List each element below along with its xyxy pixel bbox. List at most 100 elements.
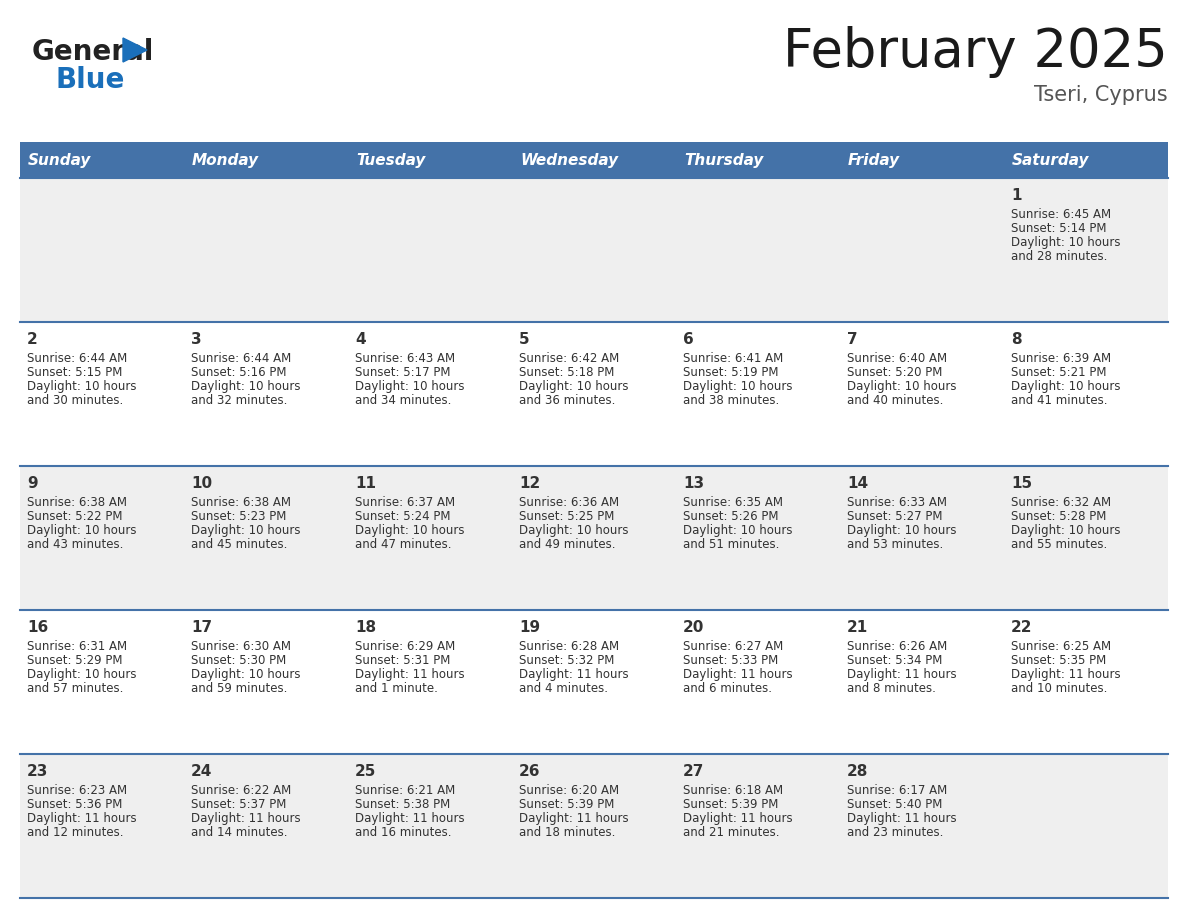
Text: Sunset: 5:14 PM: Sunset: 5:14 PM — [1011, 222, 1106, 235]
Text: Daylight: 10 hours: Daylight: 10 hours — [27, 524, 137, 537]
Text: and 43 minutes.: and 43 minutes. — [27, 538, 124, 551]
Text: and 4 minutes.: and 4 minutes. — [519, 682, 608, 695]
Text: Sunrise: 6:17 AM: Sunrise: 6:17 AM — [847, 784, 947, 797]
Text: and 45 minutes.: and 45 minutes. — [191, 538, 287, 551]
Text: Monday: Monday — [192, 152, 259, 167]
Text: and 16 minutes.: and 16 minutes. — [355, 826, 451, 839]
Text: Sunrise: 6:37 AM: Sunrise: 6:37 AM — [355, 496, 455, 509]
Text: Daylight: 10 hours: Daylight: 10 hours — [27, 668, 137, 681]
Text: Sunset: 5:34 PM: Sunset: 5:34 PM — [847, 654, 942, 667]
Text: Tseri, Cyprus: Tseri, Cyprus — [1035, 85, 1168, 105]
Text: 12: 12 — [519, 476, 541, 491]
Text: Sunset: 5:20 PM: Sunset: 5:20 PM — [847, 366, 942, 379]
Text: Sunday: Sunday — [29, 152, 91, 167]
Text: 26: 26 — [519, 764, 541, 779]
Text: Daylight: 11 hours: Daylight: 11 hours — [683, 812, 792, 825]
Text: Sunset: 5:22 PM: Sunset: 5:22 PM — [27, 510, 122, 523]
Text: Daylight: 10 hours: Daylight: 10 hours — [519, 380, 628, 393]
Text: Daylight: 10 hours: Daylight: 10 hours — [191, 668, 301, 681]
Text: General: General — [32, 38, 154, 66]
Text: Daylight: 10 hours: Daylight: 10 hours — [519, 524, 628, 537]
Bar — [20, 466, 1168, 610]
Text: Sunrise: 6:32 AM: Sunrise: 6:32 AM — [1011, 496, 1111, 509]
Text: 14: 14 — [847, 476, 868, 491]
Text: Sunset: 5:21 PM: Sunset: 5:21 PM — [1011, 366, 1106, 379]
Text: and 40 minutes.: and 40 minutes. — [847, 394, 943, 407]
Text: Sunrise: 6:27 AM: Sunrise: 6:27 AM — [683, 640, 783, 653]
Text: and 47 minutes.: and 47 minutes. — [355, 538, 451, 551]
Text: 3: 3 — [191, 332, 202, 347]
Text: Sunset: 5:38 PM: Sunset: 5:38 PM — [355, 798, 450, 811]
Text: Daylight: 10 hours: Daylight: 10 hours — [847, 380, 956, 393]
Text: Sunrise: 6:38 AM: Sunrise: 6:38 AM — [191, 496, 291, 509]
Text: Sunrise: 6:44 AM: Sunrise: 6:44 AM — [27, 352, 127, 365]
Text: Daylight: 11 hours: Daylight: 11 hours — [355, 668, 465, 681]
Polygon shape — [124, 38, 147, 62]
Text: Sunset: 5:33 PM: Sunset: 5:33 PM — [683, 654, 778, 667]
Text: and 55 minutes.: and 55 minutes. — [1011, 538, 1107, 551]
Text: Sunset: 5:26 PM: Sunset: 5:26 PM — [683, 510, 778, 523]
Text: Sunset: 5:17 PM: Sunset: 5:17 PM — [355, 366, 450, 379]
Text: Sunset: 5:40 PM: Sunset: 5:40 PM — [847, 798, 942, 811]
Text: Daylight: 10 hours: Daylight: 10 hours — [1011, 380, 1120, 393]
Text: Daylight: 11 hours: Daylight: 11 hours — [1011, 668, 1120, 681]
Bar — [348, 142, 512, 178]
Text: and 10 minutes.: and 10 minutes. — [1011, 682, 1107, 695]
Text: Sunrise: 6:41 AM: Sunrise: 6:41 AM — [683, 352, 783, 365]
Text: February 2025: February 2025 — [783, 26, 1168, 78]
Text: Sunrise: 6:38 AM: Sunrise: 6:38 AM — [27, 496, 127, 509]
Text: Sunset: 5:16 PM: Sunset: 5:16 PM — [191, 366, 286, 379]
Text: Sunset: 5:30 PM: Sunset: 5:30 PM — [191, 654, 286, 667]
Text: Sunset: 5:39 PM: Sunset: 5:39 PM — [519, 798, 614, 811]
Text: 25: 25 — [355, 764, 377, 779]
Text: and 34 minutes.: and 34 minutes. — [355, 394, 451, 407]
Text: Sunset: 5:37 PM: Sunset: 5:37 PM — [191, 798, 286, 811]
Text: and 6 minutes.: and 6 minutes. — [683, 682, 772, 695]
Text: and 49 minutes.: and 49 minutes. — [519, 538, 615, 551]
Text: Daylight: 11 hours: Daylight: 11 hours — [519, 812, 628, 825]
Text: 9: 9 — [27, 476, 38, 491]
Text: and 1 minute.: and 1 minute. — [355, 682, 438, 695]
Text: and 12 minutes.: and 12 minutes. — [27, 826, 124, 839]
Text: 20: 20 — [683, 620, 704, 635]
Text: Saturday: Saturday — [1012, 152, 1089, 167]
Text: Daylight: 11 hours: Daylight: 11 hours — [27, 812, 137, 825]
Text: and 38 minutes.: and 38 minutes. — [683, 394, 779, 407]
Text: Blue: Blue — [56, 66, 126, 94]
Bar — [1004, 142, 1168, 178]
Text: Daylight: 11 hours: Daylight: 11 hours — [355, 812, 465, 825]
Text: Sunset: 5:35 PM: Sunset: 5:35 PM — [1011, 654, 1106, 667]
Text: Daylight: 10 hours: Daylight: 10 hours — [1011, 524, 1120, 537]
Text: Sunset: 5:19 PM: Sunset: 5:19 PM — [683, 366, 778, 379]
Text: and 41 minutes.: and 41 minutes. — [1011, 394, 1107, 407]
Text: Sunset: 5:32 PM: Sunset: 5:32 PM — [519, 654, 614, 667]
Text: 23: 23 — [27, 764, 49, 779]
Text: Daylight: 11 hours: Daylight: 11 hours — [683, 668, 792, 681]
Text: Sunset: 5:31 PM: Sunset: 5:31 PM — [355, 654, 450, 667]
Text: Sunrise: 6:45 AM: Sunrise: 6:45 AM — [1011, 208, 1111, 221]
Text: Sunrise: 6:44 AM: Sunrise: 6:44 AM — [191, 352, 291, 365]
Text: 19: 19 — [519, 620, 541, 635]
Text: 13: 13 — [683, 476, 704, 491]
Text: Sunset: 5:39 PM: Sunset: 5:39 PM — [683, 798, 778, 811]
Text: and 30 minutes.: and 30 minutes. — [27, 394, 124, 407]
Bar — [20, 754, 1168, 898]
Bar — [20, 142, 184, 178]
Text: Sunrise: 6:42 AM: Sunrise: 6:42 AM — [519, 352, 619, 365]
Text: and 32 minutes.: and 32 minutes. — [191, 394, 287, 407]
Text: and 53 minutes.: and 53 minutes. — [847, 538, 943, 551]
Bar — [20, 178, 1168, 322]
Text: and 8 minutes.: and 8 minutes. — [847, 682, 936, 695]
Text: Wednesday: Wednesday — [520, 152, 618, 167]
Text: Sunrise: 6:30 AM: Sunrise: 6:30 AM — [191, 640, 291, 653]
Text: 27: 27 — [683, 764, 704, 779]
Text: Friday: Friday — [848, 152, 901, 167]
Text: 11: 11 — [355, 476, 375, 491]
Text: 16: 16 — [27, 620, 49, 635]
Text: Sunrise: 6:25 AM: Sunrise: 6:25 AM — [1011, 640, 1111, 653]
Text: and 21 minutes.: and 21 minutes. — [683, 826, 779, 839]
Text: Thursday: Thursday — [684, 152, 764, 167]
Text: Sunrise: 6:43 AM: Sunrise: 6:43 AM — [355, 352, 455, 365]
Text: 6: 6 — [683, 332, 694, 347]
Text: Sunrise: 6:29 AM: Sunrise: 6:29 AM — [355, 640, 455, 653]
